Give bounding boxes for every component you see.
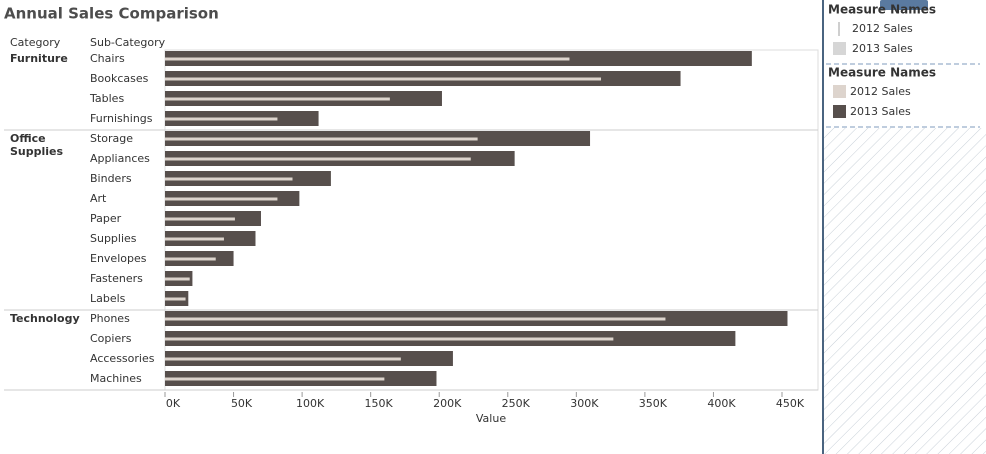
- column-header: Sub-Category: [90, 36, 166, 49]
- group-label-box: Technology: [10, 312, 80, 325]
- x-tick-label: 350K: [639, 397, 668, 410]
- x-tick-label: 0K: [166, 397, 181, 410]
- category-label: Machines: [90, 372, 142, 385]
- x-tick-label: 100K: [296, 397, 325, 410]
- group-label-box: Office Supplies: [10, 132, 64, 158]
- x-tick-label: 50K: [231, 397, 253, 410]
- category-label: Paper: [90, 212, 122, 225]
- category-label: Accessories: [90, 352, 155, 365]
- legend-swatch: [833, 42, 846, 55]
- legend-label: 2013 Sales: [850, 105, 911, 118]
- bar-inner: [165, 137, 478, 141]
- legend-swatch: [833, 85, 846, 98]
- category-label: Labels: [90, 292, 126, 305]
- x-tick-label: 450K: [776, 397, 805, 410]
- category-label: Furnishings: [90, 112, 153, 125]
- legend-swatch: [833, 105, 846, 118]
- x-tick-label: 400K: [707, 397, 736, 410]
- x-tick-label: 150K: [365, 397, 394, 410]
- category-label: Art: [90, 192, 107, 205]
- category-label: Phones: [90, 312, 130, 325]
- bar-inner: [165, 337, 614, 341]
- legend-title: Measure Names: [828, 66, 936, 80]
- group-label: Office Supplies: [10, 132, 64, 158]
- category-label: Envelopes: [90, 252, 147, 265]
- category-label: Binders: [90, 172, 132, 185]
- bar-inner: [165, 117, 278, 121]
- bar-inner: [165, 77, 602, 81]
- bar-inner: [165, 237, 224, 241]
- bar-inner: [165, 57, 570, 61]
- legend-title: Measure Names: [828, 3, 936, 17]
- category-label: Chairs: [90, 52, 125, 65]
- chart-title: Annual Sales Comparison: [4, 5, 219, 23]
- panel-tab[interactable]: [880, 0, 928, 10]
- legend-label: 2013 Sales: [852, 42, 913, 55]
- x-tick-label: 300K: [570, 397, 599, 410]
- category-label: Storage: [90, 132, 133, 145]
- x-tick-label: 200K: [433, 397, 462, 410]
- bar-inner: [165, 377, 385, 381]
- group-label: Furniture: [10, 52, 68, 65]
- bar-inner: [165, 297, 186, 301]
- x-tick-label: 250K: [502, 397, 531, 410]
- category-label: Bookcases: [90, 72, 149, 85]
- legend-label: 2012 Sales: [850, 85, 911, 98]
- legend-filler: [824, 128, 986, 454]
- bar-inner: [165, 317, 666, 321]
- group-label-box: Furniture: [10, 52, 68, 65]
- bar-inner: [165, 197, 278, 201]
- legend-label: 2012 Sales: [852, 22, 913, 35]
- category-label: Supplies: [90, 232, 137, 245]
- bar-inner: [165, 257, 216, 261]
- category-label: Copiers: [90, 332, 132, 345]
- category-label: Appliances: [90, 152, 150, 165]
- column-header: Category: [10, 36, 61, 49]
- bar-inner: [165, 217, 235, 221]
- bar-inner: [165, 157, 471, 161]
- bar-inner: [165, 277, 190, 281]
- bar-inner: [165, 177, 293, 181]
- bar-inner: [165, 97, 390, 101]
- group-label: Technology: [10, 312, 80, 325]
- bar-inner: [165, 357, 401, 361]
- category-label: Tables: [89, 92, 124, 105]
- legend-swatch: [838, 22, 840, 36]
- category-label: Fasteners: [90, 272, 143, 285]
- x-axis-label: Value: [476, 412, 506, 425]
